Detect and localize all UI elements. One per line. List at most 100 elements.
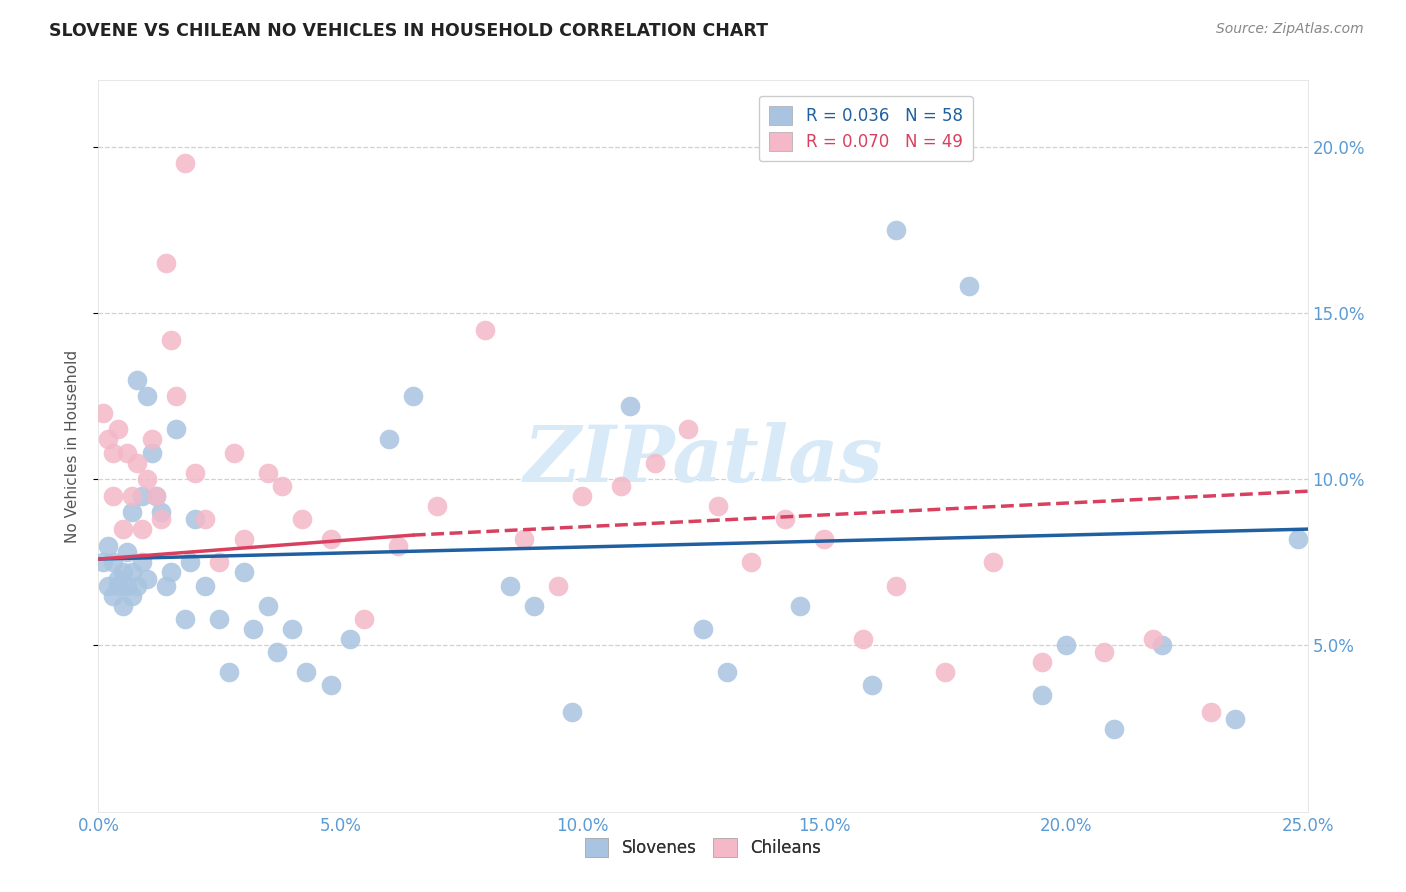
- Point: [184, 466, 207, 480]
- Text: SLOVENE VS CHILEAN NO VEHICLES IN HOUSEHOLD CORRELATION CHART: SLOVENE VS CHILEAN NO VEHICLES IN HOUSEH…: [49, 22, 768, 40]
- Text: ZIPatlas: ZIPatlas: [523, 423, 883, 499]
- Point: [852, 632, 875, 646]
- Point: [174, 612, 197, 626]
- Point: [1031, 655, 1053, 669]
- Point: [117, 579, 139, 593]
- Point: [319, 532, 342, 546]
- Point: [121, 506, 143, 520]
- Point: [513, 532, 536, 546]
- Point: [1054, 639, 1077, 653]
- Point: [121, 566, 143, 580]
- Point: [194, 512, 217, 526]
- Point: [174, 156, 197, 170]
- Point: [145, 489, 167, 503]
- Point: [1142, 632, 1164, 646]
- Point: [740, 555, 762, 569]
- Point: [789, 599, 811, 613]
- Point: [91, 406, 114, 420]
- Point: [121, 589, 143, 603]
- Point: [165, 389, 187, 403]
- Point: [295, 665, 318, 679]
- Point: [1223, 712, 1246, 726]
- Point: [523, 599, 546, 613]
- Point: [498, 579, 520, 593]
- Point: [242, 622, 264, 636]
- Point: [194, 579, 217, 593]
- Point: [281, 622, 304, 636]
- Point: [145, 489, 167, 503]
- Point: [150, 512, 173, 526]
- Point: [377, 433, 399, 447]
- Point: [131, 489, 153, 503]
- Text: Source: ZipAtlas.com: Source: ZipAtlas.com: [1216, 22, 1364, 37]
- Point: [165, 422, 187, 436]
- Point: [387, 539, 409, 553]
- Point: [706, 499, 728, 513]
- Legend: Slovenes, Chileans: Slovenes, Chileans: [576, 830, 830, 865]
- Point: [1199, 705, 1222, 719]
- Point: [678, 422, 700, 436]
- Point: [813, 532, 835, 546]
- Point: [131, 555, 153, 569]
- Point: [934, 665, 956, 679]
- Point: [716, 665, 738, 679]
- Point: [91, 555, 114, 569]
- Point: [141, 433, 163, 447]
- Point: [107, 572, 129, 586]
- Point: [644, 456, 666, 470]
- Point: [547, 579, 569, 593]
- Point: [402, 389, 425, 403]
- Point: [339, 632, 361, 646]
- Point: [886, 223, 908, 237]
- Point: [111, 599, 134, 613]
- Point: [155, 256, 177, 270]
- Point: [561, 705, 583, 719]
- Point: [97, 433, 120, 447]
- Point: [353, 612, 375, 626]
- Point: [619, 399, 641, 413]
- Point: [117, 545, 139, 559]
- Point: [179, 555, 201, 569]
- Point: [135, 572, 157, 586]
- Point: [117, 445, 139, 459]
- Point: [150, 506, 173, 520]
- Point: [222, 445, 245, 459]
- Point: [155, 579, 177, 593]
- Point: [271, 479, 294, 493]
- Point: [218, 665, 240, 679]
- Y-axis label: No Vehicles in Household: No Vehicles in Household: [65, 350, 80, 542]
- Point: [127, 372, 149, 386]
- Point: [101, 489, 124, 503]
- Point: [981, 555, 1004, 569]
- Point: [232, 566, 254, 580]
- Point: [160, 566, 183, 580]
- Point: [1286, 532, 1309, 546]
- Point: [101, 445, 124, 459]
- Point: [135, 472, 157, 486]
- Point: [208, 612, 231, 626]
- Point: [773, 512, 796, 526]
- Point: [319, 678, 342, 692]
- Point: [886, 579, 908, 593]
- Point: [1031, 689, 1053, 703]
- Point: [111, 522, 134, 536]
- Point: [290, 512, 312, 526]
- Point: [256, 599, 278, 613]
- Point: [860, 678, 883, 692]
- Point: [426, 499, 449, 513]
- Point: [474, 323, 496, 337]
- Point: [256, 466, 278, 480]
- Point: [1152, 639, 1174, 653]
- Point: [101, 555, 124, 569]
- Point: [141, 445, 163, 459]
- Point: [160, 333, 183, 347]
- Point: [957, 279, 980, 293]
- Point: [135, 389, 157, 403]
- Point: [107, 422, 129, 436]
- Point: [571, 489, 593, 503]
- Point: [692, 622, 714, 636]
- Point: [121, 489, 143, 503]
- Point: [1102, 722, 1125, 736]
- Point: [107, 579, 129, 593]
- Point: [266, 645, 288, 659]
